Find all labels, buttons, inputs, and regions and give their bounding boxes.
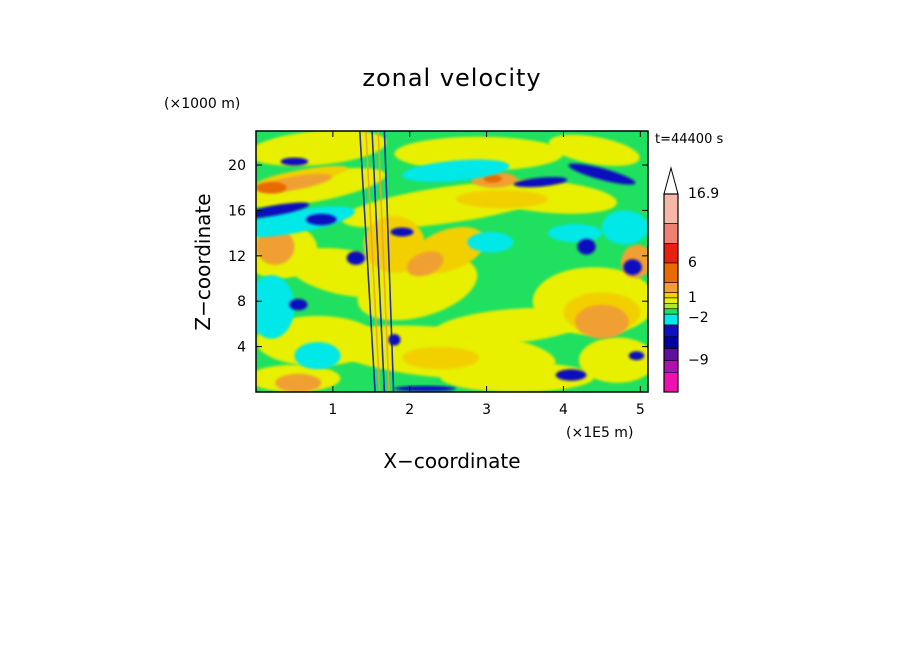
- colorbar-segment: [663, 313, 679, 326]
- colorbar-segment: [663, 282, 679, 293]
- field-shear-line: [377, 131, 390, 392]
- y-axis-title: Z−coordinate: [191, 193, 215, 330]
- field-contour-region: [628, 351, 645, 361]
- y-tick-label: 8: [237, 294, 246, 310]
- field-contour-region: [294, 342, 341, 370]
- field-contour-region: [305, 213, 337, 226]
- field-contour-region: [577, 238, 596, 255]
- x-tick-label: 1: [328, 402, 337, 418]
- field-contour-region: [578, 337, 648, 383]
- field-contour-region: [548, 134, 640, 166]
- y-tick-label: 12: [228, 249, 246, 265]
- field-contour-region: [280, 157, 309, 166]
- colorbar-label: −9: [688, 353, 709, 369]
- colorbar-segment: [663, 292, 679, 299]
- field-contour-region: [548, 224, 602, 243]
- x-tick-label: 4: [559, 402, 568, 418]
- field-contour-region: [402, 159, 510, 182]
- field-contour-region: [513, 177, 568, 188]
- field-shear-line: [371, 131, 386, 392]
- field-contour-region: [555, 369, 587, 381]
- plot-area: [255, 130, 649, 393]
- field-contour-region: [575, 304, 629, 339]
- x-tick-label: 3: [482, 402, 491, 418]
- colorbar-segment: [663, 243, 679, 264]
- colorbar-label: 6: [688, 255, 697, 271]
- field-contour-region: [406, 251, 444, 277]
- x-axis: 1 2 3 4 5: [328, 131, 645, 418]
- field-contour-region: [256, 275, 295, 339]
- field-contour-region: [568, 163, 636, 185]
- colorbar-segment: [663, 348, 679, 361]
- colorbar-frame: [663, 193, 679, 393]
- field-contour-region: [390, 227, 414, 237]
- y-tick-label: 4: [237, 340, 246, 356]
- colorbar-label: −2: [688, 310, 709, 326]
- y-axis: 4 8 12 16 20: [228, 158, 648, 356]
- colorbar-segment: [663, 193, 679, 224]
- colorbar-segment: [663, 297, 679, 304]
- field-contour-region: [256, 202, 310, 219]
- field-shear-line: [365, 131, 381, 392]
- colorbar-segment: [663, 308, 679, 315]
- field-contour-region: [388, 334, 401, 346]
- x-tick-label: 5: [636, 402, 645, 418]
- field-shear-line: [359, 131, 376, 392]
- colorbar-segment: [663, 336, 679, 349]
- colorbar-segment: [663, 302, 679, 309]
- time-label: t=44400 s: [655, 132, 723, 147]
- field-contour-region: [623, 259, 642, 276]
- y-unit-label: (×1000 m): [164, 96, 240, 112]
- field-contour-region: [256, 167, 386, 208]
- field-contour-region: [346, 251, 366, 265]
- colorbar-extension: [663, 166, 679, 195]
- colorbar-segment: [663, 223, 679, 244]
- x-tick-label: 2: [405, 402, 414, 418]
- field-contour-region: [455, 190, 549, 209]
- colorbar-segment: [663, 262, 679, 284]
- velocity-field: [256, 131, 648, 392]
- field-contour-region: [256, 182, 287, 194]
- plot-frame: [255, 130, 649, 393]
- field-contour-region: [394, 136, 564, 171]
- field-contour-region: [394, 385, 456, 392]
- chart-title: zonal velocity: [362, 64, 541, 92]
- colorbar-label: 1: [688, 290, 697, 306]
- x-axis-title: X−coordinate: [383, 449, 520, 473]
- colorbar: 16.9 6 1 −2 −9: [663, 166, 719, 393]
- field-contour-region: [601, 210, 648, 245]
- field-contour-region: [289, 298, 308, 311]
- field-contour-region: [256, 228, 295, 265]
- x-unit-label: (×1E5 m): [566, 425, 633, 441]
- field-shear-line: [383, 131, 395, 392]
- field-contour-region: [440, 362, 595, 392]
- field-contour-region: [256, 131, 387, 166]
- colorbar-segment: [663, 324, 679, 338]
- field-contour-region: [275, 373, 322, 392]
- colorbar-label: 16.9: [688, 186, 719, 202]
- field-contour-region: [402, 346, 479, 370]
- field-contour-region: [483, 174, 502, 183]
- y-tick-label: 16: [228, 203, 246, 219]
- field-contour-region: [467, 232, 514, 253]
- y-tick-label: 20: [228, 158, 246, 174]
- colorbar-segment: [663, 360, 679, 373]
- colorbar-segment: [663, 371, 679, 393]
